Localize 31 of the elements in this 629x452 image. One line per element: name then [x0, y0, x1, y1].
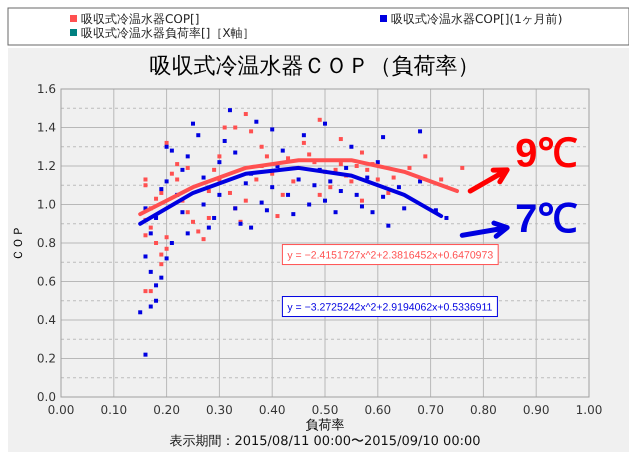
y-tick-label: 0.2: [36, 352, 56, 366]
chart-title: 吸収式冷温水器ＣＯＰ（負荷率）: [150, 54, 480, 79]
y-tick-label: 0.4: [36, 313, 56, 327]
x-tick-label: 0.50: [312, 403, 338, 417]
x-tick-label: 0.30: [206, 403, 233, 417]
x-tick-label: 0.80: [470, 403, 497, 417]
y-tick-label: 0.6: [36, 274, 56, 288]
text: 表示期間：2015/08/11 00:00〜2015/09/10 00:00: [169, 434, 481, 449]
y-tick-label: 0.8: [36, 236, 56, 250]
x-tick-label: 0.40: [258, 403, 286, 417]
x-tick-label: 0.00: [48, 403, 74, 417]
y-axis-title: ＣＯＰ: [11, 225, 25, 261]
legend-label: 吸収式冷温水器COP[]: [81, 12, 200, 26]
annotation: 9℃: [515, 132, 578, 176]
annotation: 7℃: [515, 196, 578, 241]
x-tick-label: 0.20: [153, 403, 180, 417]
x-axis-title: 負荷率: [306, 417, 344, 433]
x-tick-label: 0.90: [522, 403, 550, 417]
y-tick-label: 1.4: [36, 120, 56, 134]
x-tick-label: 1.00: [576, 403, 602, 417]
y-tick-label: 1.0: [36, 198, 56, 212]
legend-label: 吸収式冷温水器COP[](1ヶ月前): [391, 12, 562, 26]
y-tick-label: 1.6: [36, 82, 56, 96]
x-tick-label: 0.70: [417, 403, 444, 417]
x-tick-label: 0.10: [100, 403, 128, 417]
x-tick-label: 0.60: [364, 403, 392, 417]
annotation: y = −2.4151727x^2+2.3816452x+0.6470973: [287, 250, 494, 262]
y-tick-label: 1.2: [36, 159, 56, 173]
legend-label: 吸収式冷温水器負荷率[]［X軸］: [81, 26, 255, 40]
y-tick-label: 0.0: [36, 390, 56, 404]
annotation: y = −3.2725242x^2+2.9194062x+0.5336911: [287, 302, 493, 314]
